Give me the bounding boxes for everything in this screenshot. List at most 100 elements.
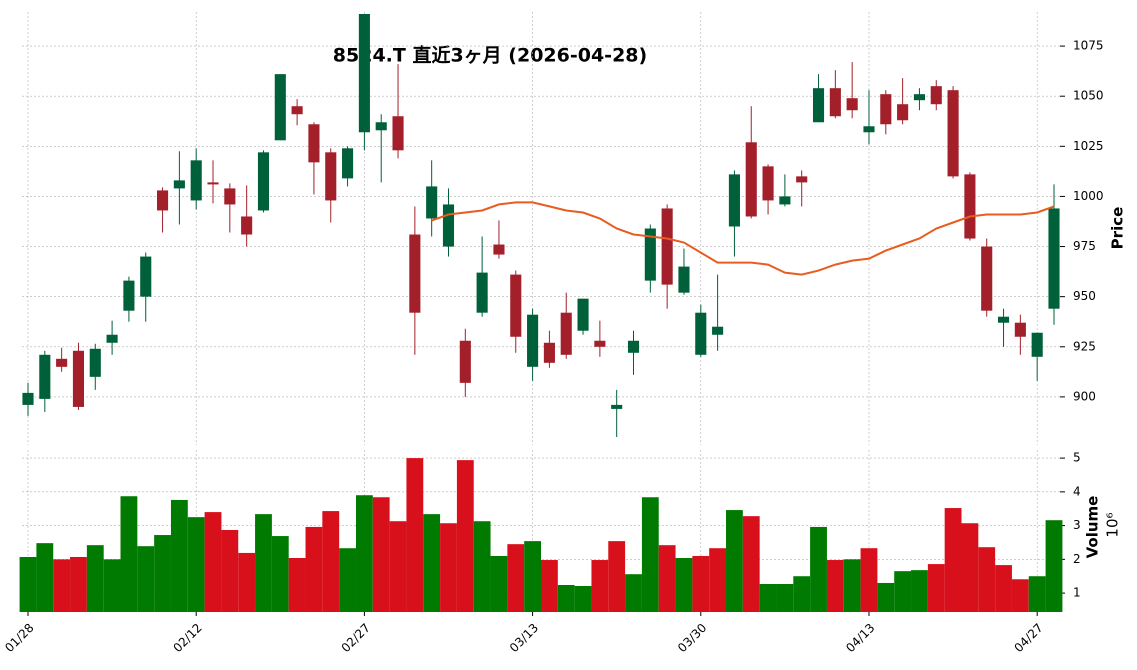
candle-body: [728, 174, 740, 227]
y-tick-label: 1000: [1073, 189, 1104, 203]
y-tick-label: 950: [1073, 289, 1096, 303]
candle-body: [123, 280, 135, 311]
volume-bar: [608, 541, 626, 612]
volume-bar: [692, 555, 710, 612]
volume-bar: [103, 559, 121, 612]
volume-bar: [759, 583, 777, 612]
candle-body: [762, 166, 774, 201]
x-tick-label: 01/28: [2, 621, 36, 655]
volume-bar: [187, 517, 205, 612]
candle-body: [897, 104, 909, 121]
y-tick-label: 1075: [1073, 39, 1104, 53]
candle-body: [308, 124, 320, 163]
volume-bar: [726, 510, 743, 612]
volume-bar: [961, 523, 979, 612]
volume-bar: [995, 565, 1012, 612]
volume-bar: [641, 497, 659, 612]
volume-bar: [19, 556, 37, 612]
y-tick-label: 1: [1073, 586, 1081, 600]
candle-body: [459, 340, 471, 383]
candle-body: [796, 176, 808, 183]
y-axis-title: Price: [1109, 207, 1127, 250]
candle-body: [56, 358, 68, 367]
volume-bar: [490, 555, 508, 612]
volume-bar: [541, 560, 558, 612]
candle-body: [106, 334, 118, 343]
candle-body: [173, 180, 185, 189]
volume-bar: [507, 544, 525, 612]
candle-body: [375, 122, 387, 131]
candle-body: [812, 88, 825, 123]
volume-bar: [911, 570, 928, 612]
candle-body: [678, 266, 690, 293]
y-tick-label: 925: [1073, 339, 1096, 353]
volume-bar: [793, 576, 811, 612]
candle-body: [913, 94, 925, 101]
volume-bar: [843, 559, 861, 612]
volume-bar: [658, 545, 676, 612]
y-tick-label: 1025: [1073, 139, 1104, 153]
candle-body: [274, 74, 286, 141]
volume-bar: [154, 535, 171, 612]
volume-bar: [860, 548, 878, 612]
volume-bar: [927, 564, 945, 612]
volume-bar: [86, 545, 104, 612]
y-tick-label: 3: [1073, 518, 1081, 532]
candle-body: [712, 326, 724, 335]
y-tick-label: 900: [1073, 389, 1096, 403]
candle-body: [190, 160, 202, 201]
x-tick-label: 04/13: [843, 621, 877, 655]
volume-bar: [524, 541, 541, 612]
candle-body: [257, 152, 270, 211]
candle-body: [543, 342, 555, 363]
volume-bar: [288, 558, 306, 612]
moving-average-line: [431, 201, 1055, 276]
volume-bar: [137, 546, 155, 612]
candle-body: [476, 272, 488, 313]
volume-bar: [372, 497, 390, 612]
volume-bar: [440, 523, 457, 612]
candle-body: [829, 88, 841, 117]
volume-bar: [423, 514, 441, 612]
candle-body: [930, 86, 942, 105]
volume-bar: [709, 548, 727, 612]
candle-body: [342, 148, 354, 179]
candle-body: [661, 208, 673, 285]
volume-bar: [255, 514, 272, 612]
volume-bar: [473, 521, 491, 612]
volume-bar: [120, 496, 138, 612]
volume-bar: [1045, 520, 1063, 612]
candle-body: [493, 244, 505, 255]
volume-bar: [742, 516, 760, 612]
candle-body: [964, 174, 976, 239]
candle-body: [157, 190, 169, 211]
volume-bar: [339, 548, 356, 612]
candle-body: [89, 348, 101, 377]
candle-body: [947, 90, 959, 177]
candle-body: [291, 106, 303, 115]
volume-bar: [810, 526, 827, 612]
volume-bar: [355, 495, 373, 612]
volume-bar: [826, 560, 844, 612]
candle-body: [577, 298, 589, 331]
volume-bar: [221, 529, 239, 612]
volume-bar: [978, 547, 996, 612]
candle-body: [442, 204, 455, 247]
volume-bar: [1011, 579, 1029, 612]
candle-body: [207, 182, 219, 185]
x-tick-label: 02/12: [170, 621, 204, 655]
y-tick-label: 1050: [1073, 89, 1104, 103]
candle-body: [846, 98, 858, 111]
volume-bar: [170, 499, 188, 612]
candle-body: [325, 152, 337, 201]
volume-bar: [406, 458, 424, 612]
volume-bar: [591, 560, 609, 612]
volume-bar: [36, 543, 54, 612]
candle-body: [644, 228, 656, 281]
candle-body: [409, 234, 421, 313]
candle-body: [39, 354, 51, 399]
candle-body: [1014, 322, 1026, 337]
y-tick-label: 4: [1073, 484, 1081, 498]
candle-body: [426, 186, 438, 219]
